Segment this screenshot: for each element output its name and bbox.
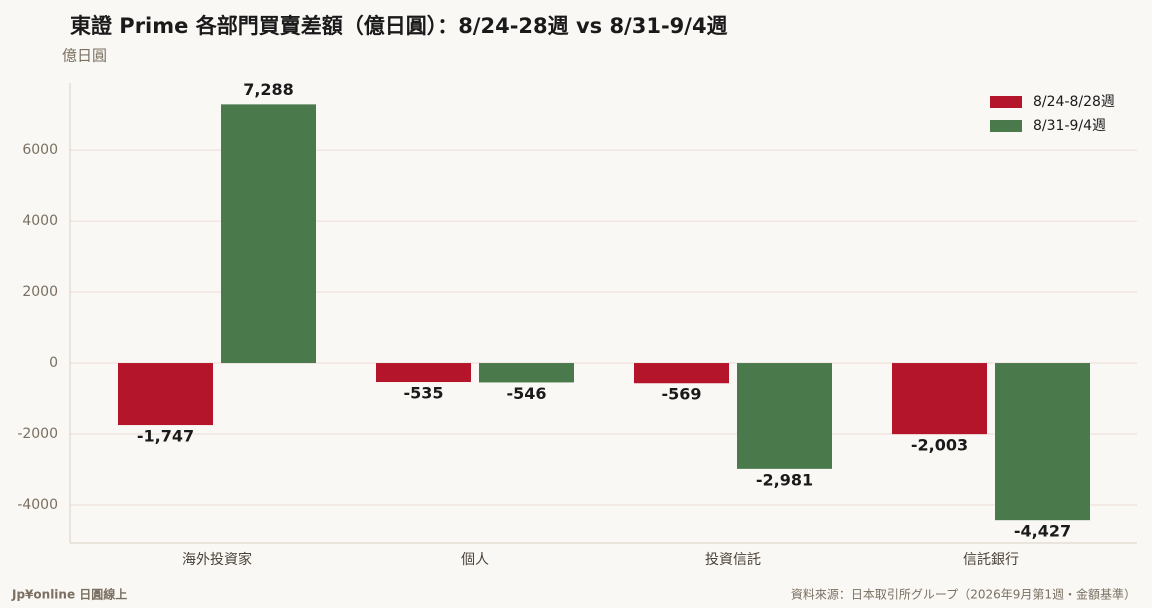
value-label: -2,003 — [911, 436, 968, 455]
value-label: -4,427 — [1014, 522, 1071, 541]
y-tick-label: 6000 — [22, 142, 58, 158]
bar — [892, 363, 987, 435]
y-tick-label: 0 — [49, 355, 58, 371]
x-tick-label: 個人 — [461, 552, 489, 568]
bar — [221, 104, 316, 364]
chart-title: 東證 Prime 各部門買賣差額（億日圓）：8/24-28週 vs 8/31-9… — [70, 14, 728, 38]
source: 資料來源：日本取引所グループ（2026年9月第1週・金額基準） — [791, 587, 1136, 602]
value-label: -546 — [506, 384, 546, 403]
bar — [995, 363, 1090, 521]
value-label: -1,747 — [137, 427, 194, 446]
bar — [737, 363, 832, 469]
bar — [634, 363, 729, 384]
legend-label: 8/24-8/28週 — [1033, 94, 1115, 110]
x-tick-label: 海外投資家 — [182, 551, 252, 568]
value-label: 7,288 — [243, 80, 294, 99]
y-tick-label: -2000 — [17, 426, 58, 442]
value-label: -535 — [403, 384, 443, 403]
legend-swatch — [990, 96, 1022, 108]
bar — [479, 363, 574, 383]
legend-swatch — [990, 120, 1022, 132]
brand: Jp¥online 日圓線上 — [11, 587, 127, 602]
x-tick-label: 投資信託 — [705, 552, 761, 568]
x-tick-label: 信託銀行 — [963, 552, 1019, 568]
y-axis-label: 億日圓 — [62, 47, 107, 65]
bar — [376, 363, 471, 383]
y-tick-label: 4000 — [22, 213, 58, 229]
bar — [118, 363, 213, 426]
y-tick-label: -4000 — [17, 497, 58, 513]
value-label: -2,981 — [756, 470, 813, 489]
legend-label: 8/31-9/4週 — [1033, 118, 1106, 134]
value-label: -569 — [661, 385, 701, 404]
y-tick-label: 2000 — [22, 284, 58, 300]
